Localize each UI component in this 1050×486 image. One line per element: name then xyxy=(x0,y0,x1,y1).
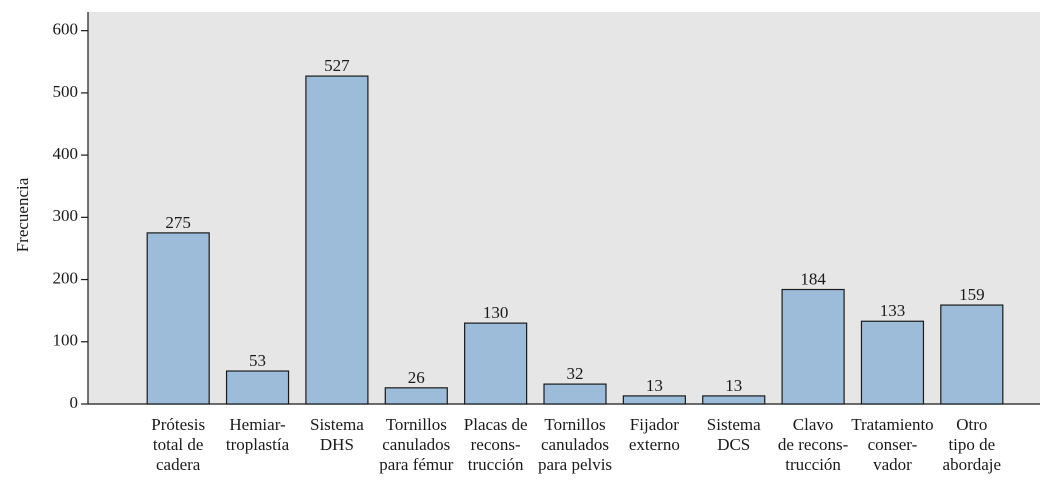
x-tick-label-line: Tornillos xyxy=(386,415,447,434)
x-tick-label-line: Tratamiento xyxy=(851,415,933,434)
x-tick-label-line: DCS xyxy=(717,435,750,454)
x-tick-label: Hemiar-troplastía xyxy=(226,415,290,454)
x-tick-label-line: Otro xyxy=(956,415,987,434)
y-tick-label: 300 xyxy=(53,206,79,225)
x-tick-label-line: troplastía xyxy=(226,435,290,454)
y-tick-label: 100 xyxy=(53,331,79,350)
value-label: 53 xyxy=(249,351,266,370)
x-tick-label: Sistema DCS xyxy=(707,415,761,454)
bar xyxy=(464,322,528,405)
x-tick-label-line: Sistema xyxy=(707,415,761,434)
x-tick-label-line: Tornillos xyxy=(544,415,605,434)
x-tick-label-line: Fijador xyxy=(630,415,679,434)
y-tick-label: 0 xyxy=(70,393,79,412)
y-tick-label: 500 xyxy=(53,82,79,101)
bar xyxy=(305,75,369,405)
value-label: 527 xyxy=(324,56,350,75)
value-label: 130 xyxy=(483,303,509,322)
bar xyxy=(225,370,290,405)
x-tick-label: Sistema DHS xyxy=(310,415,364,454)
x-tick-label-line: conser- xyxy=(868,435,918,454)
x-tick-label-line: total de xyxy=(153,435,204,454)
x-tick-label-line: Hemiar- xyxy=(229,415,286,434)
x-tick-label: Tornillos canulados para fémur xyxy=(379,415,453,474)
x-tick-label-line: trucción xyxy=(468,455,524,474)
y-axis-label: Frecuencia xyxy=(13,177,32,252)
bar xyxy=(781,288,845,405)
x-tick-label: Prótesis total de cadera xyxy=(151,415,205,474)
x-tick-label-line: tipo de xyxy=(948,435,995,454)
x-tick-label-line: recons- xyxy=(471,435,521,454)
bar xyxy=(622,395,686,405)
value-label: 275 xyxy=(165,213,191,232)
x-tick-label: Fijador externo xyxy=(629,415,680,454)
bar xyxy=(940,304,1004,405)
value-label: 13 xyxy=(646,376,663,395)
x-tick-label-line: externo xyxy=(629,435,680,454)
y-tick-label: 200 xyxy=(53,268,79,287)
x-tick-label-line: para fémur xyxy=(379,455,453,474)
x-tick-label-line: Clavo xyxy=(793,415,834,434)
bar xyxy=(543,383,607,405)
x-tick-label-line: DHS xyxy=(320,435,354,454)
x-tick-label-line: para pelvis xyxy=(538,455,612,474)
x-tick-label-line: canulados xyxy=(382,435,450,454)
bar xyxy=(384,387,448,405)
x-tick-label-line: Sistema xyxy=(310,415,364,434)
x-tick-label-line: Prótesis xyxy=(151,415,205,434)
bar xyxy=(146,232,210,405)
value-label: 32 xyxy=(567,364,584,383)
x-tick-label: Otro tipo de abordaje xyxy=(943,415,1002,474)
value-label: 184 xyxy=(800,270,826,289)
value-label: 13 xyxy=(725,376,742,395)
bar xyxy=(702,395,766,405)
x-tick-label-line: trucción xyxy=(785,455,841,474)
y-tick-label: 400 xyxy=(53,144,79,163)
x-tick-label: Placas de recons-trucción xyxy=(464,415,528,474)
x-tick-label-line: Placas de xyxy=(464,415,528,434)
x-tick-label-line: vador xyxy=(873,455,912,474)
x-tick-label: Tratamiento conser-vador xyxy=(851,415,933,474)
value-label: 26 xyxy=(408,368,425,387)
value-label: 133 xyxy=(880,301,906,320)
value-label: 159 xyxy=(959,285,985,304)
x-tick-label-line: cadera xyxy=(156,455,201,474)
x-tick-label-line: de recons- xyxy=(778,435,849,454)
bar xyxy=(860,320,925,405)
x-tick-label-line: abordaje xyxy=(943,455,1002,474)
y-tick-label: 600 xyxy=(53,20,79,39)
x-tick-label: Tornillos canulados para pelvis xyxy=(538,415,612,474)
x-tick-label-line: canulados xyxy=(541,435,609,454)
x-tick-label: Clavo de recons-trucción xyxy=(778,415,849,474)
